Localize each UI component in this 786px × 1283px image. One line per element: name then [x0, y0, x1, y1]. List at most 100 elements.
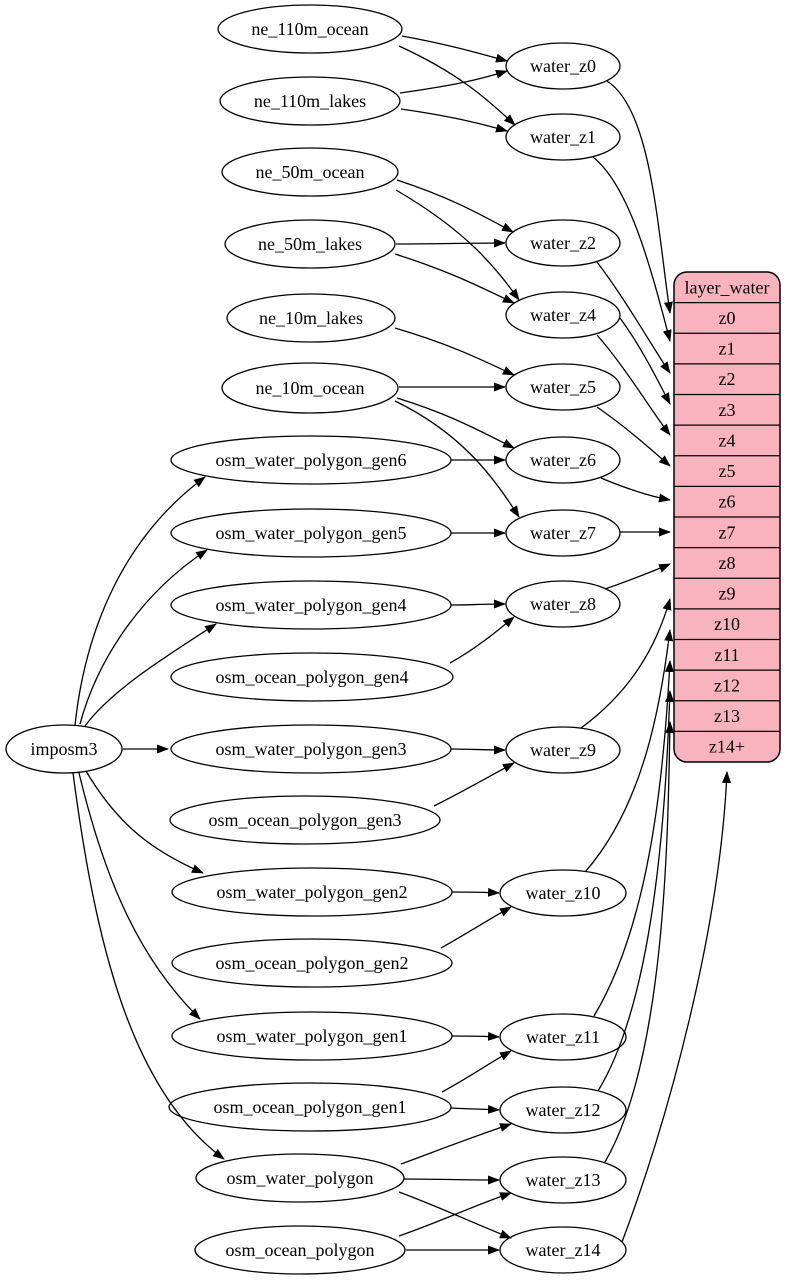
node-imposm3: imposm3	[5, 724, 123, 774]
node-ellipse-ne_10m_ocean	[221, 362, 399, 414]
node-label-ne_50m_ocean: ne_50m_ocean	[256, 162, 365, 182]
edge-imposm3-to-osm_water_polygon	[72, 772, 225, 1160]
edge-osm_water_polygon-to-water_z13	[403, 1175, 500, 1185]
node-ellipse-ne_110m_lakes	[219, 76, 401, 126]
edge-osm_ocean_polygon-to-water_z13	[398, 1192, 512, 1237]
edge-osm_water_polygon-to-water_z12	[400, 1123, 512, 1165]
edge-water_z5-to-row_z5	[596, 406, 671, 467]
node-ellipse-osm_ocean_polygon_gen4	[170, 652, 454, 702]
node-ellipse-ne_50m_ocean	[221, 147, 399, 197]
table-row-z3: z3	[719, 400, 736, 420]
node-label-osm_water_polygon_gen6: osm_water_polygon_gen6	[216, 450, 407, 470]
edge-ne_10m_ocean-to-water_z6	[396, 397, 515, 449]
edge-water_z10-to-row_z10	[584, 629, 674, 873]
node-ellipse-water_z1	[505, 113, 621, 161]
edge-imposm3-to-osm_water_polygon_gen5	[79, 549, 208, 725]
node-label-ne_10m_ocean: ne_10m_ocean	[256, 378, 365, 398]
edge-ne_50m_ocean-to-water_z4	[395, 189, 520, 301]
node-water_z7: water_z7	[505, 509, 621, 557]
node-water_z0: water_z0	[505, 42, 621, 90]
node-ellipse-water_z7	[505, 509, 621, 557]
node-ellipse-osm_ocean_polygon	[194, 1225, 406, 1275]
node-ellipse-imposm3	[5, 724, 123, 774]
node-ellipse-water_z4	[505, 291, 621, 339]
edge-water_z4-to-row_z4	[596, 334, 671, 436]
node-water_z11: water_z11	[499, 1013, 627, 1061]
edge-ne_110m_lakes-to-water_z0	[399, 69, 508, 94]
node-label-water_z13: water_z13	[526, 1170, 601, 1190]
node-osm_ocean_polygon_gen3: osm_ocean_polygon_gen3	[169, 795, 441, 845]
node-osm_water_polygon: osm_water_polygon	[195, 1153, 405, 1203]
node-ellipse-osm_ocean_polygon_gen3	[169, 795, 441, 845]
table-row-z4: z4	[719, 430, 736, 450]
table-row-z14+: z14+	[709, 737, 745, 757]
edge-water_z11-to-row_z11	[593, 660, 674, 1017]
node-label-water_z10: water_z10	[526, 883, 601, 903]
edge-ne_10m_ocean-to-water_z7	[394, 400, 520, 518]
table-title: layer_water	[685, 277, 770, 297]
node-label-osm_ocean_polygon_gen1: osm_ocean_polygon_gen1	[214, 1097, 407, 1117]
node-label-water_z4: water_z4	[530, 305, 596, 325]
table-row-z0: z0	[719, 308, 736, 328]
node-label-osm_ocean_polygon_gen2: osm_ocean_polygon_gen2	[216, 953, 409, 973]
edge-water_z13-to-row_z13	[604, 721, 675, 1163]
table-row-z11: z11	[714, 645, 739, 665]
edge-water_z6-to-row_z6	[600, 477, 671, 503]
node-ellipse-water_z10	[499, 869, 627, 917]
node-ellipse-water_z8	[505, 580, 621, 628]
node-label-ne_50m_lakes: ne_50m_lakes	[258, 234, 362, 254]
edge-osm_water_polygon-to-water_z14	[398, 1191, 512, 1239]
node-water_z10: water_z10	[499, 869, 627, 917]
node-label-water_z5: water_z5	[530, 377, 596, 397]
table-row-z10: z10	[714, 614, 740, 634]
node-label-imposm3: imposm3	[30, 739, 97, 759]
node-ellipse-water_z5	[505, 363, 621, 411]
node-osm_ocean_polygon: osm_ocean_polygon	[194, 1225, 406, 1275]
node-ellipse-water_z9	[505, 726, 621, 774]
node-water_z1: water_z1	[505, 113, 621, 161]
edge-water_z9-to-row_z9	[580, 598, 672, 729]
table-row-z9: z9	[719, 584, 736, 604]
table-layer-water: layer_water z0 z1 z2 z3 z4 z5 z6 z7 z8 z9 z10 z11 z12…	[673, 271, 781, 763]
node-ne_50m_lakes: ne_50m_lakes	[224, 219, 396, 269]
node-water_z12: water_z12	[499, 1086, 627, 1134]
edge-ne_10m_lakes-to-water_z5	[394, 327, 515, 376]
node-osm_water_polygon_gen5: osm_water_polygon_gen5	[170, 508, 452, 558]
node-water_z13: water_z13	[499, 1156, 627, 1204]
edge-ne_110m_ocean-to-water_z0	[401, 35, 508, 63]
node-ellipse-water_z13	[499, 1156, 627, 1204]
node-ellipse-water_z2	[505, 219, 621, 267]
node-label-water_z6: water_z6	[530, 450, 596, 470]
node-ellipse-ne_110m_ocean	[217, 4, 403, 54]
node-ne_10m_lakes: ne_10m_lakes	[226, 293, 396, 343]
node-label-water_z1: water_z1	[530, 127, 596, 147]
edge-water_z12-to-row_z12	[597, 690, 675, 1092]
table-row-z7: z7	[719, 522, 736, 542]
edge-osm_ocean_polygon_gen4-to-water_z8	[449, 616, 515, 664]
edge-water_z14-to-row_z14+	[621, 771, 732, 1243]
node-label-water_z2: water_z2	[530, 233, 596, 253]
node-water_z2: water_z2	[505, 219, 621, 267]
node-ne_110m_lakes: ne_110m_lakes	[219, 76, 401, 126]
node-label-water_z8: water_z8	[530, 594, 596, 614]
edge-osm_ocean_polygon_gen3-to-water_z9	[433, 762, 515, 807]
edge-osm_ocean_polygon_gen2-to-water_z10	[440, 906, 512, 949]
node-label-osm_water_polygon: osm_water_polygon	[227, 1168, 374, 1188]
node-label-osm_ocean_polygon_gen4: osm_ocean_polygon_gen4	[216, 667, 409, 687]
node-ellipse-water_z14	[499, 1226, 627, 1274]
edge-osm_water_polygon_gen3-to-water_z9	[450, 745, 506, 755]
node-label-water_z0: water_z0	[530, 56, 596, 76]
node-label-osm_water_polygon_gen2: osm_water_polygon_gen2	[217, 882, 408, 902]
edge-ne_110m_ocean-to-water_z1	[398, 45, 516, 126]
node-water_z5: water_z5	[505, 363, 621, 411]
edge-imposm3-to-osm_water_polygon_gen6	[74, 476, 206, 726]
edge-water_z0-to-row_z0	[606, 80, 673, 314]
node-water_z14: water_z14	[499, 1226, 627, 1274]
node-water_z4: water_z4	[505, 291, 621, 339]
node-osm_water_polygon_gen4: osm_water_polygon_gen4	[170, 580, 452, 630]
node-label-ne_110m_lakes: ne_110m_lakes	[254, 91, 366, 111]
node-label-osm_ocean_polygon_gen3: osm_ocean_polygon_gen3	[209, 810, 402, 830]
node-ellipse-osm_water_polygon	[195, 1153, 405, 1203]
node-ellipse-water_z6	[505, 436, 621, 484]
node-label-ne_10m_lakes: ne_10m_lakes	[259, 308, 363, 328]
